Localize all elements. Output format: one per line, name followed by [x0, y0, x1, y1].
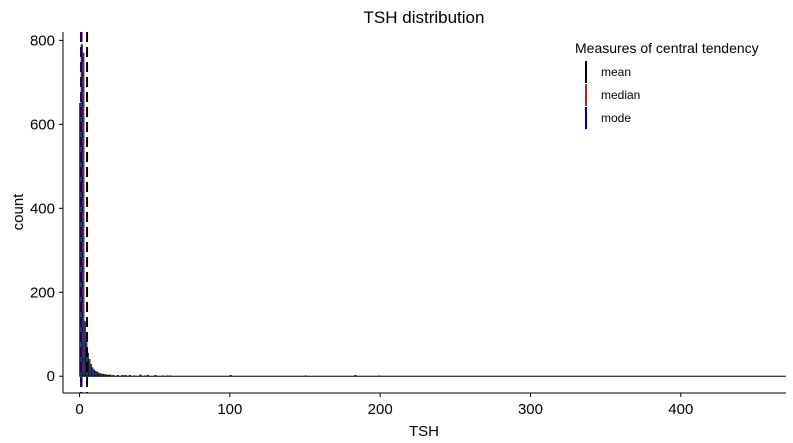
y-tick-label: 600	[30, 116, 55, 133]
histogram-bars	[79, 44, 786, 377]
x-tick-label: 100	[217, 401, 242, 418]
legend-title: Measures of central tendency	[575, 40, 759, 56]
x-tick-label: 400	[668, 401, 693, 418]
mean-legend-label: mean	[601, 65, 631, 79]
x-axis-title: TSH	[409, 423, 439, 440]
legend: Measures of central tendency meanmedianm…	[575, 40, 759, 129]
median-legend-label: median	[601, 88, 640, 102]
x-tick-label: 0	[75, 401, 83, 418]
x-tick-label: 300	[518, 401, 543, 418]
chart-title: TSH distribution	[364, 8, 485, 27]
y-tick-label: 200	[30, 284, 55, 301]
mode-legend-label: mode	[601, 111, 631, 125]
x-tick-label: 200	[368, 401, 393, 418]
x-axis-ticks: 0 100 200 300 400	[75, 393, 693, 418]
legend-items: mean median mode	[585, 61, 640, 129]
y-axis-title: count	[10, 193, 27, 231]
y-axis-ticks: 0 200 400 600 800	[30, 32, 63, 385]
y-tick-label: 800	[30, 32, 55, 49]
y-tick-label: 400	[30, 200, 55, 217]
central-tendency-lines	[80, 32, 89, 393]
y-tick-label: 0	[47, 368, 55, 385]
